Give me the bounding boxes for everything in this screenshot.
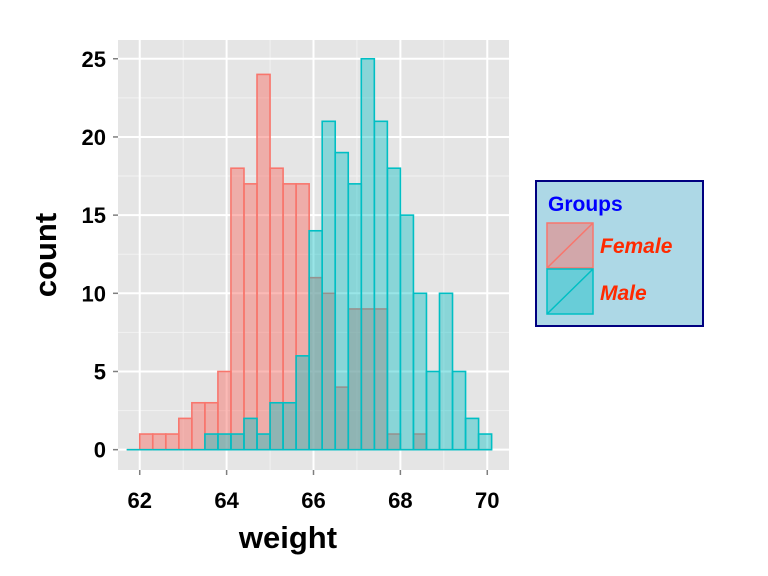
male-bar <box>373 120 389 451</box>
y-tick-label: 25 <box>82 47 106 72</box>
male-bar <box>295 355 310 451</box>
y-tick-label: 20 <box>82 125 106 150</box>
x-axis-ticks: 62 64 66 68 70 <box>127 470 500 513</box>
y-axis-title: count <box>28 213 63 297</box>
y-tick-label: 10 <box>82 281 106 306</box>
male-bar <box>360 57 376 451</box>
legend-label-female: Female <box>600 235 673 258</box>
x-axis-title: weight <box>238 520 337 555</box>
male-bar <box>204 433 219 451</box>
x-tick-label: 64 <box>214 488 239 513</box>
male-bar <box>451 370 467 451</box>
male-bar <box>334 151 350 451</box>
legend-key-male <box>546 268 594 315</box>
male-bar <box>282 401 297 451</box>
x-tick-label: 70 <box>475 488 499 513</box>
y-tick-label: 5 <box>94 359 106 384</box>
male-bar <box>412 292 428 451</box>
male-bar <box>230 433 245 451</box>
male-bar <box>425 370 441 451</box>
male-bar <box>269 401 284 451</box>
female-bar <box>178 417 193 451</box>
male-bar <box>256 433 271 451</box>
male-bar <box>321 120 337 451</box>
y-tick-label: 0 <box>94 438 106 463</box>
y-tick-label: 15 <box>82 203 106 228</box>
male-bar <box>438 292 454 451</box>
male-bar <box>217 433 232 451</box>
x-tick-label: 62 <box>127 488 151 513</box>
y-axis-ticks: 0 5 10 15 20 25 <box>82 47 118 463</box>
male-bar <box>464 417 480 451</box>
female-bar <box>151 433 167 451</box>
female-bar <box>243 183 258 451</box>
legend-key-female <box>546 222 594 269</box>
male-bar <box>399 214 415 451</box>
legend-label-male: Male <box>600 282 647 305</box>
female-bar <box>138 433 154 451</box>
legend-title: Groups <box>548 193 623 216</box>
female-bars <box>126 73 492 451</box>
male-bar <box>243 417 258 451</box>
x-tick-label: 68 <box>388 488 412 513</box>
female-bar <box>230 167 245 451</box>
male-bar <box>347 183 363 451</box>
x-tick-label: 66 <box>301 488 325 513</box>
male-bar <box>386 167 402 451</box>
female-bar <box>191 401 206 451</box>
male-bar <box>477 433 493 451</box>
legend: Groups Female Male <box>535 180 704 327</box>
male-bars <box>126 57 493 451</box>
male-bar <box>308 229 323 451</box>
female-bar <box>256 73 271 451</box>
female-bar <box>164 433 180 451</box>
